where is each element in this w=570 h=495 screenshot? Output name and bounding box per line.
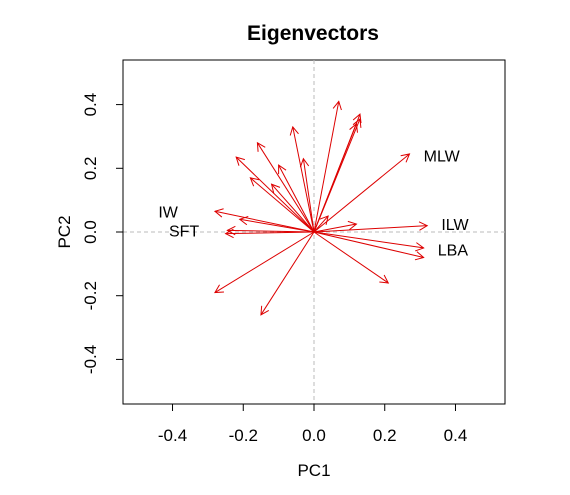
vector-label: LBA	[438, 243, 469, 260]
x-tick-label: 0.2	[373, 426, 397, 445]
y-tick-label: -0.4	[81, 345, 100, 374]
eigenvector-arrow	[213, 208, 315, 233]
x-tick-label: -0.2	[229, 426, 258, 445]
x-axis: -0.4 -0.2 0.0 0.2 0.4	[158, 403, 468, 445]
eigenvector-arrow	[238, 215, 315, 233]
eigenvector-arrow	[260, 231, 315, 316]
y-axis: -0.4 -0.2 0.0 0.2 0.4	[81, 93, 124, 374]
vector-label: MLW	[424, 149, 461, 166]
y-tick-label: 0.4	[81, 93, 100, 117]
eigenvector-arrow	[313, 122, 358, 233]
eigenvector-arrow	[313, 231, 390, 284]
eigenvector-arrow	[224, 228, 315, 239]
eigenvector-labels: MLW IW SFT ILW LBA	[158, 149, 469, 260]
vector-label: SFT	[169, 223, 199, 240]
eigenvector-arrow	[313, 215, 329, 233]
eigenvector-arrow	[249, 177, 315, 233]
x-tick-label: 0.4	[444, 426, 468, 445]
eigenvector-arrow	[313, 231, 425, 252]
y-tick-label: 0.0	[81, 220, 100, 244]
eigenvector-arrow	[289, 125, 315, 233]
y-axis-title: PC2	[55, 215, 74, 248]
eigenvector-arrow	[313, 221, 429, 233]
vector-label: IW	[158, 204, 178, 221]
eigenvector-arrow	[313, 220, 358, 233]
vector-label: ILW	[441, 217, 469, 234]
x-tick-label: 0.0	[302, 426, 326, 445]
eigenvector-arrow	[313, 231, 425, 261]
eigenvector-arrow	[270, 183, 315, 233]
eigenvector-arrow	[235, 156, 315, 233]
y-tick-label: 0.2	[81, 156, 100, 180]
eigenvector-arrow	[214, 231, 315, 294]
eigenvector-arrows	[213, 100, 429, 316]
x-axis-title: PC1	[297, 461, 330, 480]
eigenvector-arrow	[313, 100, 342, 233]
y-tick-label: -0.2	[81, 281, 100, 310]
chart-title: Eigenvectors	[247, 22, 379, 45]
eigenvector-arrow	[256, 141, 315, 233]
eigenvector-arrow	[299, 157, 315, 233]
eigenvector-arrow	[313, 153, 411, 233]
eigenvector-arrow	[278, 164, 315, 233]
x-tick-label: -0.4	[158, 426, 187, 445]
